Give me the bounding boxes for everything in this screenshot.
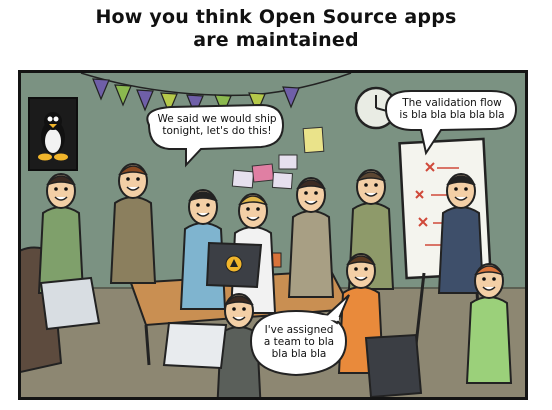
speech-line: a team to bla xyxy=(263,336,335,348)
comic-title: How you think Open Source apps are maint… xyxy=(0,6,552,52)
speech-text-team: I've assigned a team to bla bla bla bla xyxy=(253,324,345,360)
bunting-flag xyxy=(282,86,300,109)
speech-line: The validation flow xyxy=(402,97,502,109)
laptop-left xyxy=(39,276,101,331)
speech-text-ship: We said we would ship tonight, let's do … xyxy=(151,113,283,137)
person xyxy=(287,177,335,298)
speech-bubble-team xyxy=(249,294,350,377)
laptop-front xyxy=(162,321,228,370)
person xyxy=(465,263,513,384)
comic-panel: We said we would ship tonight, let's do … xyxy=(18,70,528,400)
speech-line: I've assigned xyxy=(264,324,334,336)
person xyxy=(437,173,485,294)
tablet-right xyxy=(364,333,423,397)
comic-title-line-1: How you think Open Source apps xyxy=(95,6,457,28)
person xyxy=(109,163,157,284)
speech-text-validation: The validation flow is bla bla bla bla b… xyxy=(388,97,516,121)
speech-line: bla bla bla xyxy=(271,348,327,360)
laptop-center xyxy=(205,241,263,289)
team-members xyxy=(37,163,513,397)
linux-penguin-poster-icon xyxy=(28,97,78,171)
bunting-flag xyxy=(114,84,132,107)
speech-line: tonight, let's do this! xyxy=(162,125,272,137)
comic-title-line-2: are maintained xyxy=(193,29,359,51)
open-source-logo-icon xyxy=(225,255,243,273)
sticky-notes xyxy=(231,126,325,190)
speech-line: We said we would ship xyxy=(157,113,277,125)
bunting-flag xyxy=(160,92,178,115)
bunting-flag xyxy=(136,89,154,112)
comic-illustration xyxy=(21,73,525,397)
person xyxy=(37,173,85,294)
bunting-string xyxy=(80,73,352,97)
person xyxy=(216,293,262,397)
speech-bubble-ship xyxy=(146,103,285,168)
speech-bubble-validation xyxy=(384,90,518,156)
bunting-flag xyxy=(248,92,266,115)
person xyxy=(337,253,385,374)
speech-line: is bla bla bla bla bla xyxy=(399,109,505,121)
bunting-flag xyxy=(92,78,110,101)
